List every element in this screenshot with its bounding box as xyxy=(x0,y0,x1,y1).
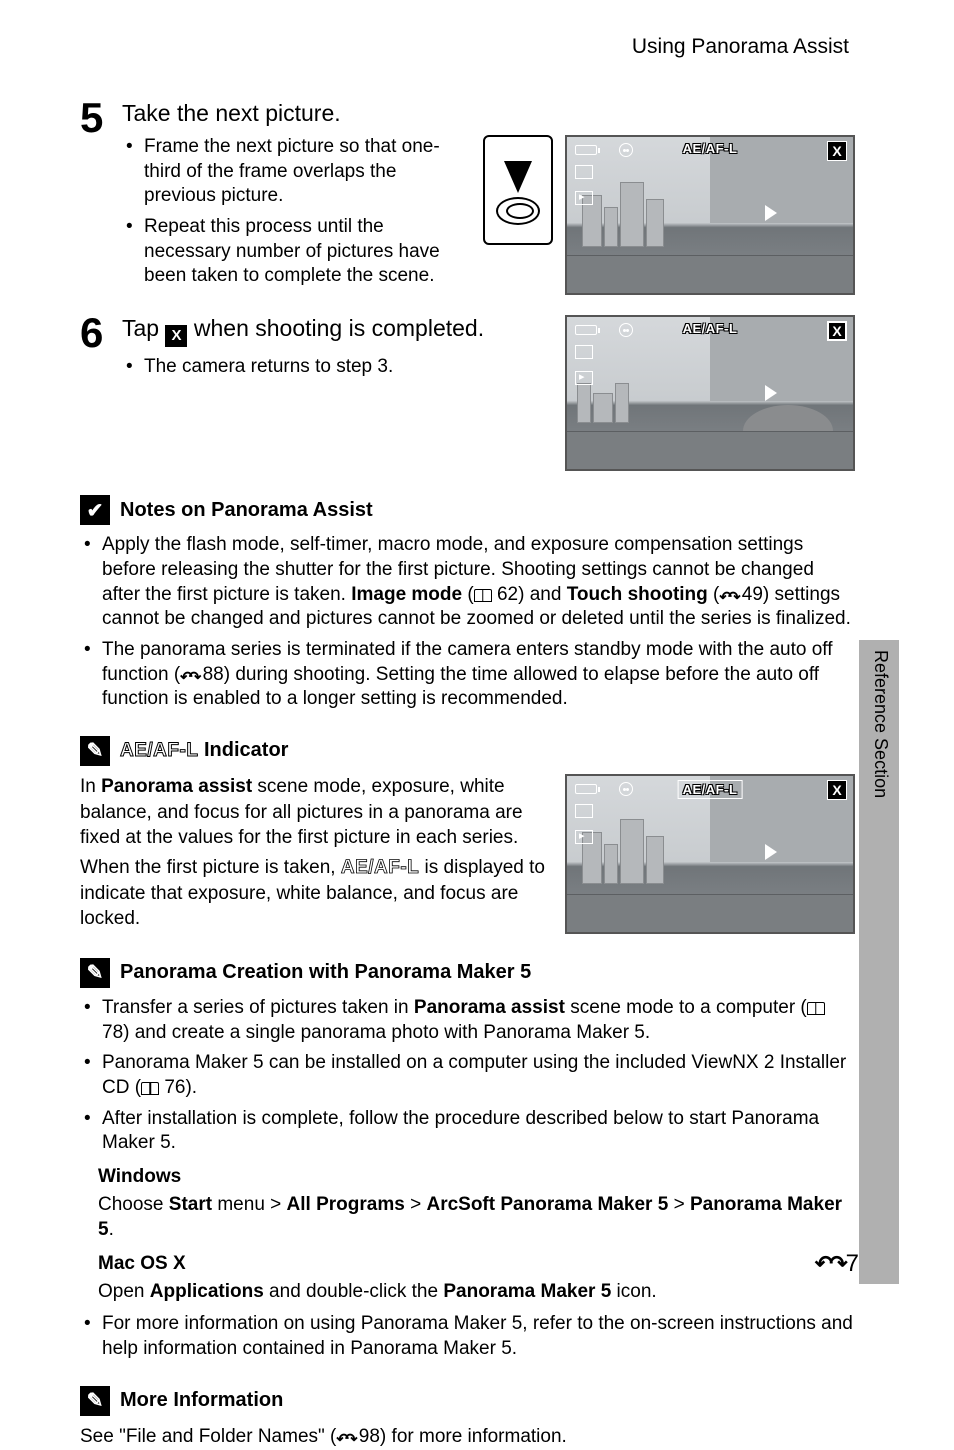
flip-icon xyxy=(815,1251,844,1277)
inline-x-icon: X xyxy=(165,325,187,347)
step-5-title: Take the next picture. xyxy=(122,100,855,127)
flip-icon xyxy=(180,668,197,688)
page-number: 7 xyxy=(815,1250,859,1278)
step-5-bullet-1: Frame the next picture so that one-third… xyxy=(126,135,471,209)
flip-icon xyxy=(336,1430,353,1450)
mode-icon xyxy=(619,143,633,157)
battery-icon xyxy=(575,145,597,155)
direction-arrow-icon xyxy=(765,844,777,860)
windows-text: Choose Start menu > All Programs > ArcSo… xyxy=(80,1192,855,1243)
battery-icon xyxy=(575,325,597,335)
playback-icon xyxy=(575,191,593,205)
maker-title: Panorama Creation with Panorama Maker 5 xyxy=(120,961,531,984)
playback-icon xyxy=(575,830,593,844)
close-x-icon: X xyxy=(827,321,847,341)
indicator-section: AE/AF-L Indicator In Panorama assist sce… xyxy=(80,736,855,934)
check-icon xyxy=(80,495,110,525)
step-6-title-a: Tap xyxy=(122,315,165,341)
step-6-bullet-1: The camera returns to step 3. xyxy=(126,355,553,380)
notes-bullet-2: The panorama series is terminated if the… xyxy=(84,638,855,712)
shutter-button-icon xyxy=(496,197,540,225)
maker-section: Panorama Creation with Panorama Maker 5 … xyxy=(80,958,855,1362)
direction-arrow-icon xyxy=(765,205,777,221)
camera-screen-3: AE/AF-L X xyxy=(565,774,855,934)
notes-section: Notes on Panorama Assist Apply the flash… xyxy=(80,495,855,712)
step-5-number: 5 xyxy=(80,100,122,295)
mode-icon xyxy=(619,782,633,796)
step-6: 6 Tap X when shooting is completed. The … xyxy=(80,315,855,471)
maker-bullet-1: Transfer a series of pictures taken in P… xyxy=(84,996,855,1045)
close-x-icon: X xyxy=(827,780,847,800)
aeafl-label: AE/AF-L xyxy=(120,740,198,761)
arrow-down-icon xyxy=(504,161,532,193)
shutter-press-diagram xyxy=(483,135,553,245)
camera-screen-2: AE/AF-L X xyxy=(565,315,855,471)
maker-bullet-2: Panorama Maker 5 can be installed on a c… xyxy=(84,1051,855,1100)
more-section: More Information See "File and Folder Na… xyxy=(80,1386,855,1450)
page-content: 5 Take the next picture. Frame the next … xyxy=(80,100,855,1450)
macosx-text: Open Applications and double-click the P… xyxy=(80,1279,855,1305)
step-5: 5 Take the next picture. Frame the next … xyxy=(80,100,855,295)
more-title: More Information xyxy=(120,1389,283,1412)
maker-bullet-4: For more information on using Panorama M… xyxy=(84,1312,855,1361)
more-text: See "File and Folder Names" ( 98) for mo… xyxy=(80,1424,855,1450)
windows-heading: Windows xyxy=(80,1164,855,1190)
close-x-icon: X xyxy=(827,141,847,161)
book-icon xyxy=(474,589,492,602)
playback-icon xyxy=(575,371,593,385)
indicator-p1: In Panorama assist scene mode, exposure,… xyxy=(80,774,547,851)
step-6-title-b: when shooting is completed. xyxy=(187,315,484,341)
panorama-icon xyxy=(575,804,593,818)
step-5-bullet-2: Repeat this process until the necessary … xyxy=(126,215,471,289)
panorama-icon xyxy=(575,165,593,179)
maker-bullet-3: After installation is complete, follow t… xyxy=(84,1107,855,1156)
mode-icon xyxy=(619,323,633,337)
battery-icon xyxy=(575,784,597,794)
pencil-icon xyxy=(80,1386,110,1416)
aeafl-overlay: AE/AF-L xyxy=(683,141,738,156)
direction-arrow-icon xyxy=(765,385,777,401)
aeafl-overlay: AE/AF-L xyxy=(683,321,738,336)
book-icon xyxy=(141,1082,159,1095)
indicator-p2: When the first picture is taken, AE/AF-L… xyxy=(80,855,547,932)
notes-title: Notes on Panorama Assist xyxy=(120,499,373,522)
panorama-icon xyxy=(575,345,593,359)
aeafl-overlay-boxed: AE/AF-L xyxy=(678,780,743,800)
book-icon xyxy=(807,1002,825,1015)
pencil-icon xyxy=(80,736,110,766)
step-6-number: 6 xyxy=(80,315,122,471)
indicator-title: AE/AF-L Indicator xyxy=(120,739,288,762)
macosx-heading: Mac OS X xyxy=(80,1251,855,1277)
notes-bullet-1: Apply the flash mode, self-timer, macro … xyxy=(84,533,855,632)
camera-screen-1: AE/AF-L X xyxy=(565,135,855,295)
pencil-icon xyxy=(80,958,110,988)
step-6-title: Tap X when shooting is completed. xyxy=(122,315,553,347)
side-section-label: Reference Section xyxy=(870,650,891,798)
page-header: Using Panorama Assist xyxy=(632,35,849,59)
flip-icon xyxy=(719,588,736,608)
